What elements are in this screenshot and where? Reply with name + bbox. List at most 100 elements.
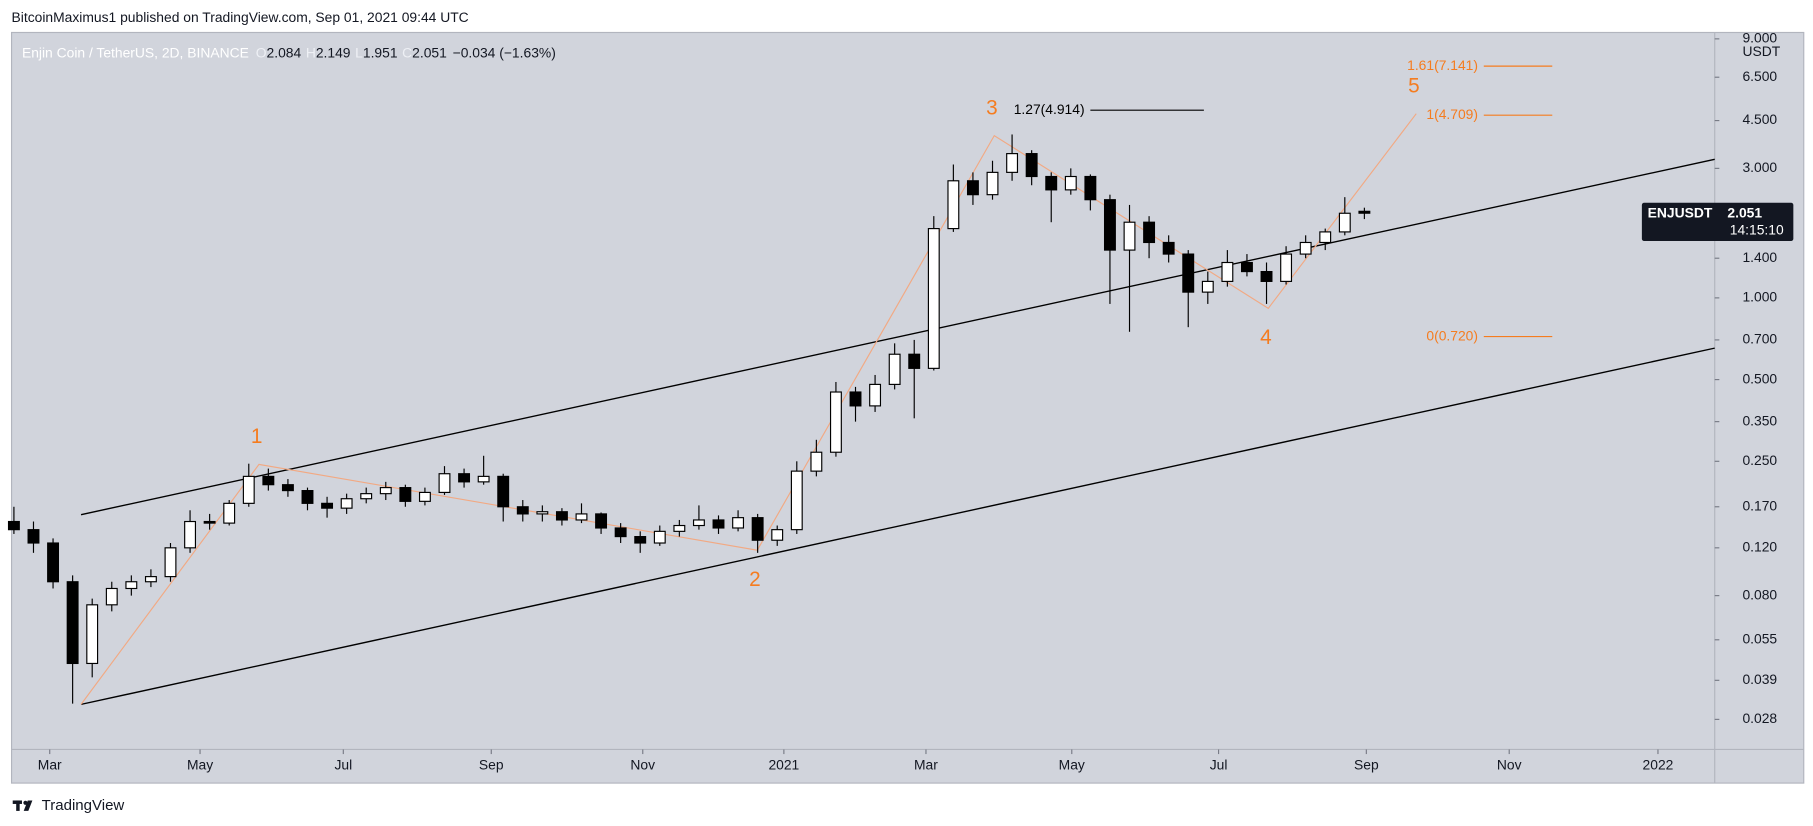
candle-body	[360, 493, 373, 500]
candle-body	[66, 581, 79, 665]
candle-body	[144, 576, 157, 583]
candle-body	[673, 524, 686, 532]
candle-body	[712, 519, 725, 529]
y-tick-label: 1.400	[1742, 249, 1777, 265]
wave-label: 1	[251, 425, 263, 448]
candle-body	[438, 473, 451, 494]
y-tick-label: 0.039	[1742, 671, 1777, 687]
candle-body	[614, 527, 627, 538]
candle-body	[1143, 221, 1156, 244]
candle-body	[27, 529, 40, 544]
ohlc-key: O	[256, 44, 267, 60]
wave-label: 5	[1408, 74, 1420, 97]
channel-line	[80, 347, 1715, 706]
candle-body	[1064, 175, 1077, 191]
footer-brand: TradingView	[42, 797, 125, 814]
legend: Enjin Coin / TetherUS, 2D, BINANCE O2.084…	[22, 44, 556, 60]
candle-body	[262, 475, 275, 486]
y-tick-label: 0.700	[1742, 331, 1777, 347]
candle-body	[477, 475, 490, 483]
candle-body	[418, 491, 431, 502]
candle-body	[1162, 241, 1175, 255]
candle-body	[1338, 212, 1351, 233]
candle-body	[1084, 175, 1097, 201]
candle-body	[125, 581, 138, 590]
y-tick-label: 9.000	[1742, 30, 1777, 46]
ohlc-value: 2.051	[412, 44, 447, 60]
y-tick-label: 0.120	[1742, 538, 1777, 554]
candle-body	[1280, 253, 1293, 282]
candle-body	[399, 487, 412, 502]
candle-body	[732, 517, 745, 529]
candle-body	[653, 530, 666, 544]
candle-body	[1240, 261, 1253, 273]
candle-body	[203, 520, 216, 524]
y-tick-label: 0.170	[1742, 497, 1777, 513]
candle-body	[1260, 270, 1273, 282]
wave-label: 3	[986, 96, 998, 119]
x-tick-label: 2022	[1643, 756, 1674, 772]
candle-body	[7, 520, 20, 531]
candle-body	[810, 451, 823, 472]
x-tick-label: Sep	[1354, 756, 1379, 772]
candle-body	[1358, 210, 1371, 214]
ohlc-key: H	[306, 44, 316, 60]
x-tick-label: Jul	[334, 756, 352, 772]
candle-body	[1123, 221, 1136, 251]
chart-panel	[10, 31, 1805, 784]
candle-body	[986, 171, 999, 196]
candle-body	[829, 391, 842, 453]
y-tick-label: 6.500	[1742, 68, 1777, 84]
candle-body	[555, 511, 568, 521]
candle-body	[927, 228, 940, 369]
candle-body	[379, 487, 392, 495]
candle-body	[751, 517, 764, 541]
candle-body	[1182, 253, 1195, 293]
candle-body	[1025, 153, 1038, 178]
candle-body	[888, 353, 901, 385]
y-tick-label: 0.350	[1742, 412, 1777, 428]
y-tick-label: 4.500	[1742, 111, 1777, 127]
candle-body	[1299, 241, 1312, 255]
ohlc-value: 1.951	[363, 44, 398, 60]
candle-body	[497, 475, 510, 508]
fib-label: 1(4.709)	[1426, 106, 1478, 122]
wave-label: 4	[1260, 326, 1272, 349]
candle-body	[1319, 231, 1332, 244]
candle-body	[184, 520, 197, 549]
candle-body	[47, 542, 60, 583]
candle-body	[281, 484, 294, 492]
x-tick-label: Jul	[1210, 756, 1228, 772]
fib-label: 0(0.720)	[1426, 327, 1478, 343]
price-tag-price: 2.051	[1727, 204, 1762, 220]
author-line: BitcoinMaximus1 published on TradingView…	[12, 9, 469, 25]
tv-logo	[12, 800, 33, 811]
y-tick-label: 0.080	[1742, 586, 1777, 602]
change: −0.034 (−1.63%)	[453, 44, 556, 60]
ohlc-key: C	[402, 44, 412, 60]
x-tick-label: Sep	[479, 756, 504, 772]
candle-body	[164, 547, 177, 578]
candle-body	[966, 180, 979, 196]
y-tick-label: 0.028	[1742, 710, 1777, 726]
candle-body	[595, 513, 608, 529]
candle-body	[458, 473, 471, 483]
candle-body	[340, 498, 353, 509]
channel-line	[80, 158, 1715, 516]
candle-body	[223, 502, 236, 524]
x-tick-label: Mar	[38, 756, 62, 772]
candle-body	[869, 383, 882, 407]
candle-body	[1201, 280, 1214, 293]
candle-body	[516, 506, 529, 515]
candle-body	[1045, 175, 1058, 191]
candle-body	[242, 475, 255, 504]
candle-body	[105, 587, 118, 606]
candle-body	[790, 470, 803, 531]
candle-body	[321, 502, 334, 509]
x-tick-label: 2021	[768, 756, 799, 772]
x-tick-label: Nov	[1497, 756, 1522, 772]
candle-body	[908, 353, 921, 369]
x-tick-label: Mar	[914, 756, 938, 772]
